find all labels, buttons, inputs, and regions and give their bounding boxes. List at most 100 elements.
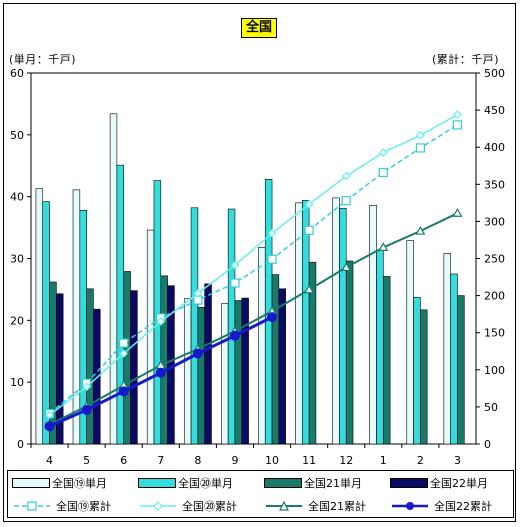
left-axis-tick-label: 30 bbox=[10, 253, 24, 266]
point-20-cumulative bbox=[156, 317, 166, 326]
right-axis-tick-label: 400 bbox=[484, 141, 505, 154]
bar-20-monthly bbox=[450, 273, 458, 445]
bar-21-monthly bbox=[345, 260, 354, 445]
legend-line-21 bbox=[266, 500, 302, 511]
legend: 全国⑲単月 全国⑳単月 全国21単月 全国22単月 全国⑲累計 全国⑳累計 全国… bbox=[7, 470, 514, 518]
line-19-cumulative bbox=[49, 124, 458, 415]
bar-19-monthly bbox=[406, 240, 414, 445]
legend-label: 全国⑲累計 bbox=[56, 500, 111, 513]
left-axis-tick-label: 50 bbox=[10, 129, 24, 142]
bar-22-monthly bbox=[204, 283, 212, 445]
bar-22-monthly bbox=[241, 297, 249, 445]
right-axis-unit: (累計：千戸) bbox=[432, 53, 500, 66]
bar-21-monthly bbox=[382, 276, 391, 445]
bar-21-monthly bbox=[234, 300, 243, 445]
bar-20-monthly bbox=[413, 297, 421, 445]
x-axis-tick-label: 2 bbox=[417, 454, 424, 467]
point-22-cumulative bbox=[267, 312, 278, 323]
x-axis-tick-label: 1 bbox=[380, 454, 387, 467]
point-20-cumulative bbox=[304, 199, 314, 209]
bar-22-monthly bbox=[93, 308, 101, 445]
right-axis-tick-label: 150 bbox=[484, 327, 505, 340]
legend-label: 全国22単月 bbox=[430, 477, 488, 490]
legend-swatch bbox=[390, 478, 428, 488]
bar-22-monthly bbox=[130, 290, 138, 445]
legend-swatch bbox=[138, 478, 176, 488]
right-axis-tick-label: 0 bbox=[484, 438, 491, 451]
right-axis-tick-label: 350 bbox=[484, 178, 505, 191]
bar-19-monthly bbox=[221, 303, 229, 445]
legend-label: 全国⑳累計 bbox=[182, 500, 237, 513]
bar-19-monthly bbox=[183, 298, 192, 445]
point-19-cumulative bbox=[415, 143, 425, 153]
bar-22-monthly bbox=[56, 293, 64, 445]
point-21-cumulative bbox=[304, 284, 315, 294]
bar-19-monthly bbox=[443, 253, 451, 445]
point-19-cumulative bbox=[378, 167, 388, 178]
bar-21-monthly bbox=[197, 307, 205, 445]
bar-19-monthly bbox=[35, 188, 44, 445]
point-21-cumulative bbox=[452, 208, 463, 217]
point-20-cumulative bbox=[230, 260, 240, 270]
right-axis-tick-label: 300 bbox=[484, 215, 505, 228]
legend-line-22 bbox=[392, 502, 428, 510]
left-axis-tick-label: 0 bbox=[17, 438, 24, 451]
x-axis-tick-label: 6 bbox=[120, 454, 127, 467]
bar-19-monthly bbox=[369, 205, 377, 445]
right-axis-tick-label: 200 bbox=[484, 290, 505, 303]
x-axis-tick-label: 7 bbox=[157, 454, 164, 467]
bar-20-monthly bbox=[42, 201, 50, 445]
bar-22-monthly bbox=[278, 288, 286, 445]
point-20-cumulative bbox=[119, 349, 129, 358]
x-axis-tick-label: 5 bbox=[83, 454, 90, 467]
legend-swatch bbox=[12, 478, 50, 488]
bar-19-monthly bbox=[332, 197, 340, 445]
legend-label: 全国⑳単月 bbox=[178, 477, 233, 490]
point-22-cumulative bbox=[81, 404, 92, 415]
left-axis-tick-label: 60 bbox=[10, 67, 24, 80]
point-20-cumulative bbox=[82, 382, 91, 392]
right-axis-tick-label: 100 bbox=[484, 364, 505, 377]
right-axis-tick-label: 450 bbox=[484, 104, 505, 117]
point-21-cumulative bbox=[415, 225, 426, 235]
bar-19-monthly bbox=[146, 229, 155, 445]
point-22-cumulative bbox=[229, 330, 240, 341]
point-19-cumulative bbox=[341, 196, 351, 206]
bar-21-monthly bbox=[457, 295, 465, 445]
point-20-cumulative bbox=[341, 171, 351, 181]
bar-21-monthly bbox=[123, 271, 131, 445]
bar-21-monthly bbox=[160, 275, 168, 445]
point-20-cumulative bbox=[453, 110, 462, 119]
bar-20-monthly bbox=[227, 208, 236, 445]
point-22-cumulative bbox=[118, 386, 129, 397]
point-19-cumulative bbox=[304, 225, 314, 235]
bar-20-monthly bbox=[376, 250, 384, 445]
chart-title: 全国 bbox=[241, 18, 278, 38]
point-19-cumulative bbox=[119, 338, 129, 348]
x-axis-tick-label: 8 bbox=[194, 454, 201, 467]
point-19-cumulative bbox=[267, 254, 277, 264]
point-19-cumulative bbox=[452, 120, 463, 130]
x-axis-tick-label: 3 bbox=[454, 454, 461, 467]
left-axis-tick-label: 40 bbox=[10, 191, 24, 204]
legend-swatch bbox=[264, 478, 302, 488]
bar-21-monthly bbox=[86, 288, 94, 445]
right-axis-tick-label: 250 bbox=[484, 253, 505, 266]
point-20-cumulative bbox=[267, 228, 277, 238]
bar-19-monthly bbox=[72, 189, 81, 445]
bar-19-monthly bbox=[258, 247, 266, 445]
plot-area bbox=[30, 72, 477, 445]
legend-label: 全国21単月 bbox=[304, 477, 362, 490]
bar-20-monthly bbox=[339, 208, 347, 445]
point-22-cumulative bbox=[155, 367, 166, 378]
point-20-cumulative bbox=[45, 410, 54, 420]
bar-21-monthly bbox=[49, 281, 57, 445]
bar-21-monthly bbox=[308, 261, 317, 445]
legend-line-20 bbox=[140, 501, 176, 511]
point-21-cumulative bbox=[341, 262, 352, 272]
bar-20-monthly bbox=[302, 200, 310, 445]
legend-label: 全国21累計 bbox=[308, 500, 366, 513]
legend-label: 全国22累計 bbox=[434, 500, 492, 513]
bar-20-monthly bbox=[153, 180, 162, 445]
